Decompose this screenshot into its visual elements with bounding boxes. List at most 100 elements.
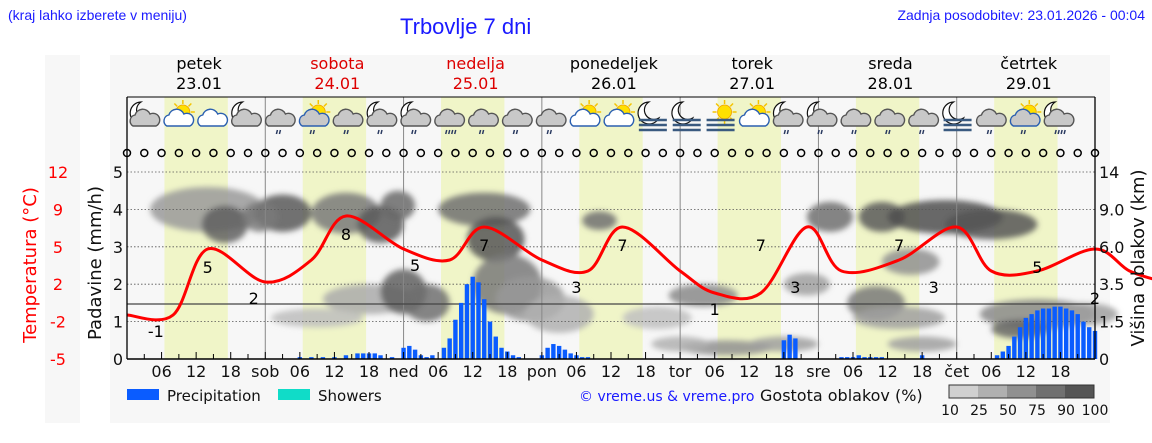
x-tick-label: 18 — [1050, 362, 1070, 381]
x-tick-label: 18 — [497, 362, 517, 381]
x-tick-label: 18 — [635, 362, 655, 381]
x-tick-label: sob — [251, 362, 279, 381]
temp-label: 3 — [790, 278, 800, 297]
cloud-height-tick: 14 — [1099, 163, 1119, 182]
precip-bar — [1012, 336, 1017, 359]
cloud-icon — [197, 108, 229, 127]
temp-label: -1 — [148, 322, 164, 341]
density-tick: 25 — [970, 403, 988, 419]
x-tick-label: 12 — [601, 362, 621, 381]
x-tick-label: 12 — [1016, 362, 1036, 381]
wind-marker — [468, 148, 477, 158]
precip-bar — [464, 284, 470, 359]
precip-bar — [585, 357, 591, 359]
temp-label: 5 — [203, 258, 213, 277]
wind-marker — [1073, 148, 1082, 158]
wind-marker — [796, 148, 806, 158]
wind-marker — [952, 148, 961, 158]
temp-tick: 9 — [53, 200, 63, 219]
cloud-rain-icon — [264, 108, 296, 135]
x-tick-label: 06 — [290, 362, 310, 381]
cloud-height-tick: 1.5 — [1099, 313, 1124, 332]
temp-label: 3 — [929, 278, 939, 297]
precip-tick: 3 — [113, 238, 123, 257]
precip-bar — [320, 357, 326, 359]
moon-fog-icon — [671, 101, 701, 132]
precip-bar — [793, 338, 798, 359]
precip-bar — [447, 338, 452, 359]
precip-bar — [510, 355, 516, 359]
density-tick: 90 — [1057, 403, 1075, 419]
x-tick-label: 12 — [324, 362, 344, 381]
x-tick-label: 06 — [566, 362, 586, 381]
weather-icons-row — [129, 100, 1075, 135]
x-tick-label: tor — [669, 362, 692, 381]
precip-bar — [1006, 345, 1011, 359]
precip-bar — [1029, 314, 1034, 359]
wind-marker — [1004, 148, 1013, 158]
wind-marker — [1021, 148, 1031, 158]
showers-legend-label: Showers — [318, 387, 382, 405]
wind-marker — [243, 148, 253, 158]
wind-marker — [191, 148, 201, 158]
wind-marker — [917, 148, 927, 158]
cloud-rain-icon — [840, 108, 872, 135]
precip-tick: 2 — [113, 275, 123, 294]
temp-axis-panel — [45, 55, 80, 423]
temp-tick: -5 — [50, 350, 66, 369]
wind-marker — [727, 148, 737, 158]
day-name: petek — [176, 54, 222, 73]
density-swatch — [949, 385, 978, 398]
precip-bar — [516, 357, 522, 359]
wind-marker — [503, 148, 512, 158]
temp-axis-label: Temperatura (°C) — [20, 187, 41, 344]
precip-bar — [551, 344, 556, 359]
wind-marker — [658, 148, 668, 158]
precip-bar — [1046, 308, 1052, 359]
precip-bar — [994, 355, 1000, 359]
wind-markers-row — [122, 148, 1100, 158]
precip-bar — [309, 357, 314, 359]
sun-cloud-rain-icon — [1009, 100, 1042, 135]
temp-label: 7 — [617, 236, 627, 255]
precip-bar — [1052, 306, 1057, 359]
x-axis: 06 12 18 sob 06 12 18 ned 06 12 18 pon 06 12 18 tor 06 12… — [151, 362, 1070, 381]
precip-bar — [579, 357, 585, 359]
precip-bar — [879, 357, 885, 359]
wind-marker — [347, 148, 356, 158]
density-swatch — [1036, 385, 1065, 398]
wind-marker — [537, 148, 547, 158]
wind-marker — [935, 148, 944, 158]
wind-marker — [589, 148, 598, 158]
density-swatch — [1007, 385, 1036, 398]
grid-lines — [127, 97, 1095, 359]
precip-bar — [781, 340, 787, 359]
precip-bar — [412, 349, 418, 359]
wind-marker — [675, 148, 685, 158]
density-swatch — [978, 385, 1007, 398]
wind-marker — [520, 148, 529, 158]
moon-cloud-rain-icon — [366, 101, 398, 135]
wind-marker — [641, 148, 650, 158]
wind-marker — [399, 148, 408, 158]
x-tick-label: 12 — [877, 362, 897, 381]
precip-swatch — [127, 389, 159, 400]
precip-bar — [1000, 351, 1006, 359]
precip-bar — [453, 319, 458, 359]
wind-marker — [140, 148, 149, 158]
wind-marker — [883, 148, 892, 158]
precip-bar — [389, 357, 395, 359]
x-tick-label: pon — [527, 362, 557, 381]
day-name: sreda — [868, 54, 912, 73]
x-tick-label: 06 — [151, 362, 171, 381]
temp-tick: 12 — [48, 163, 68, 182]
cloud-density-label: Gostota oblakov (%) — [760, 386, 923, 405]
x-tick-label: 18 — [221, 362, 241, 381]
precip-bar — [499, 347, 504, 359]
sun-cloud-icon — [163, 100, 195, 127]
precip-bar — [845, 357, 850, 359]
day-date: 27.01 — [729, 74, 775, 93]
day-name: nedelja — [446, 54, 505, 73]
wind-marker — [416, 148, 426, 158]
